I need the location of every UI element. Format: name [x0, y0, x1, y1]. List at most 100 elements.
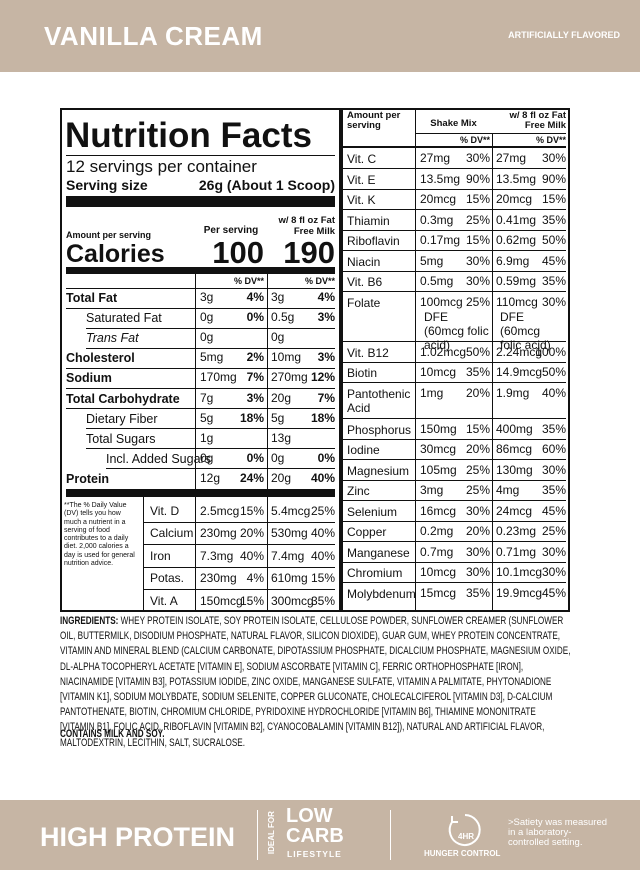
- low-carb: LOW CARB: [286, 805, 344, 847]
- amount: 12g: [200, 470, 221, 485]
- amount: 0.17mg: [420, 233, 461, 247]
- daily-value: 3%: [246, 390, 264, 405]
- amount: 0.71mg: [496, 544, 537, 559]
- nutrient-name: Selenium: [347, 504, 398, 519]
- rule: [66, 307, 335, 309]
- amount: 0g: [200, 450, 214, 465]
- nutrient-name: Riboflavin: [347, 234, 400, 248]
- daily-value: 35%: [465, 585, 490, 600]
- per-serving-header: Per serving: [203, 225, 259, 236]
- amount: 270mg: [271, 370, 308, 385]
- rule: [390, 810, 391, 860]
- product-title: VANILLA CREAM: [44, 21, 263, 51]
- daily-value: 45%: [541, 503, 566, 518]
- amount: 5mg: [420, 253, 444, 268]
- nutrient-name: Total Sugars: [86, 431, 156, 446]
- amount: 13.5mg: [496, 171, 537, 186]
- rule: [143, 544, 335, 546]
- satiety-note: >Satiety was measured in a laboratory-co…: [508, 817, 608, 848]
- rule: [143, 566, 335, 568]
- nutrient-name: Pantothenic Acid: [347, 386, 411, 415]
- amount: 5mg: [200, 350, 224, 365]
- dv-header: % DV**: [304, 276, 335, 286]
- rule: [343, 520, 566, 522]
- amount-header: Amount per serving: [347, 110, 401, 131]
- rule: [143, 522, 335, 523]
- nutrient-name: Cholesterol: [66, 351, 135, 366]
- rule: [66, 288, 335, 289]
- nutrient-name: Thiamin: [347, 213, 390, 228]
- rule: [86, 428, 335, 430]
- nutrient-name: Molybdenum: [347, 586, 416, 601]
- daily-value: 20%: [465, 524, 490, 538]
- amount: 300mcg: [271, 593, 314, 608]
- daily-value: 30%: [541, 544, 566, 559]
- daily-value: 15%: [239, 593, 264, 608]
- amount: 100mcg: [420, 294, 463, 309]
- amount: 110mcg: [496, 294, 538, 309]
- daily-value: 60%: [541, 442, 566, 456]
- amount: 13.5mg: [420, 171, 461, 186]
- rule: [339, 110, 343, 610]
- amount: 610mg: [271, 571, 308, 586]
- daily-value: 50%: [465, 344, 490, 359]
- rule: [343, 341, 566, 342]
- rule: [66, 408, 335, 410]
- daily-value: 30%: [465, 274, 490, 288]
- calories-with-milk: 190: [283, 235, 335, 270]
- daily-value: 35%: [541, 421, 566, 436]
- daily-value: 25%: [465, 462, 490, 477]
- amount: 10.1mcg: [496, 565, 543, 579]
- amount: 230mg: [200, 571, 237, 586]
- daily-value: 45%: [541, 585, 566, 600]
- amount: 0g: [200, 310, 214, 325]
- nutrient-name: Total Carbohydrate: [66, 391, 180, 406]
- calories-label: Calories: [66, 240, 165, 268]
- amount: 20g: [271, 390, 292, 405]
- daily-value: 50%: [541, 365, 566, 379]
- facts-title: Nutrition Facts: [65, 116, 312, 155]
- amount: 2.5mcg: [200, 504, 240, 518]
- nutrient-name: Niacin: [347, 254, 381, 269]
- daily-value: 7%: [317, 390, 335, 405]
- rule: [343, 229, 566, 231]
- rule: [195, 274, 196, 612]
- daily-value: 25%: [465, 294, 490, 309]
- ideal-for: IDEAL FOR: [266, 811, 276, 855]
- vitamin-name: Calcium: [150, 526, 194, 541]
- amount: 20mcg: [420, 192, 457, 206]
- amount: 0g: [200, 330, 214, 345]
- nutrient-name: Vit. B12: [347, 345, 389, 360]
- rule: [86, 448, 335, 450]
- amount: 30mcg: [420, 442, 457, 456]
- lifestyle: LIFESTYLE: [287, 849, 342, 859]
- amount: 19.9mcg: [496, 585, 543, 600]
- daily-value: 30%: [465, 253, 490, 268]
- rule: [343, 291, 566, 292]
- amount: 230mg: [200, 526, 237, 541]
- label-box: [60, 108, 570, 612]
- daily-value: 40%: [541, 385, 566, 400]
- ingredients-text: WHEY PROTEIN ISOLATE, SOY PROTEIN ISOLAT…: [60, 615, 571, 749]
- amount: 150mg: [420, 421, 457, 436]
- amount: 6.9mg: [496, 253, 530, 268]
- amount: 7.3mg: [200, 548, 234, 563]
- daily-value: 18%: [239, 410, 264, 425]
- amount: 3g: [200, 290, 214, 304]
- amount: 10mcg: [420, 365, 457, 379]
- amount: 0.62mg: [496, 233, 537, 247]
- nutrient-name: Vit. E: [347, 172, 376, 187]
- daily-value: 30%: [541, 565, 566, 579]
- servings: 12 servings per container: [66, 157, 257, 176]
- daily-value: 0%: [317, 450, 335, 465]
- daily-value: 35%: [465, 365, 490, 379]
- footer-band: [0, 800, 640, 870]
- daily-value: 40%: [310, 548, 335, 563]
- daily-value: 12%: [310, 370, 335, 385]
- serving-size: 26g (About 1 Scoop): [198, 177, 335, 193]
- vitamin-name: Potas.: [150, 571, 185, 586]
- rule: [66, 155, 335, 156]
- amount: 14.9mcg: [496, 365, 543, 379]
- daily-value: 15%: [465, 233, 490, 247]
